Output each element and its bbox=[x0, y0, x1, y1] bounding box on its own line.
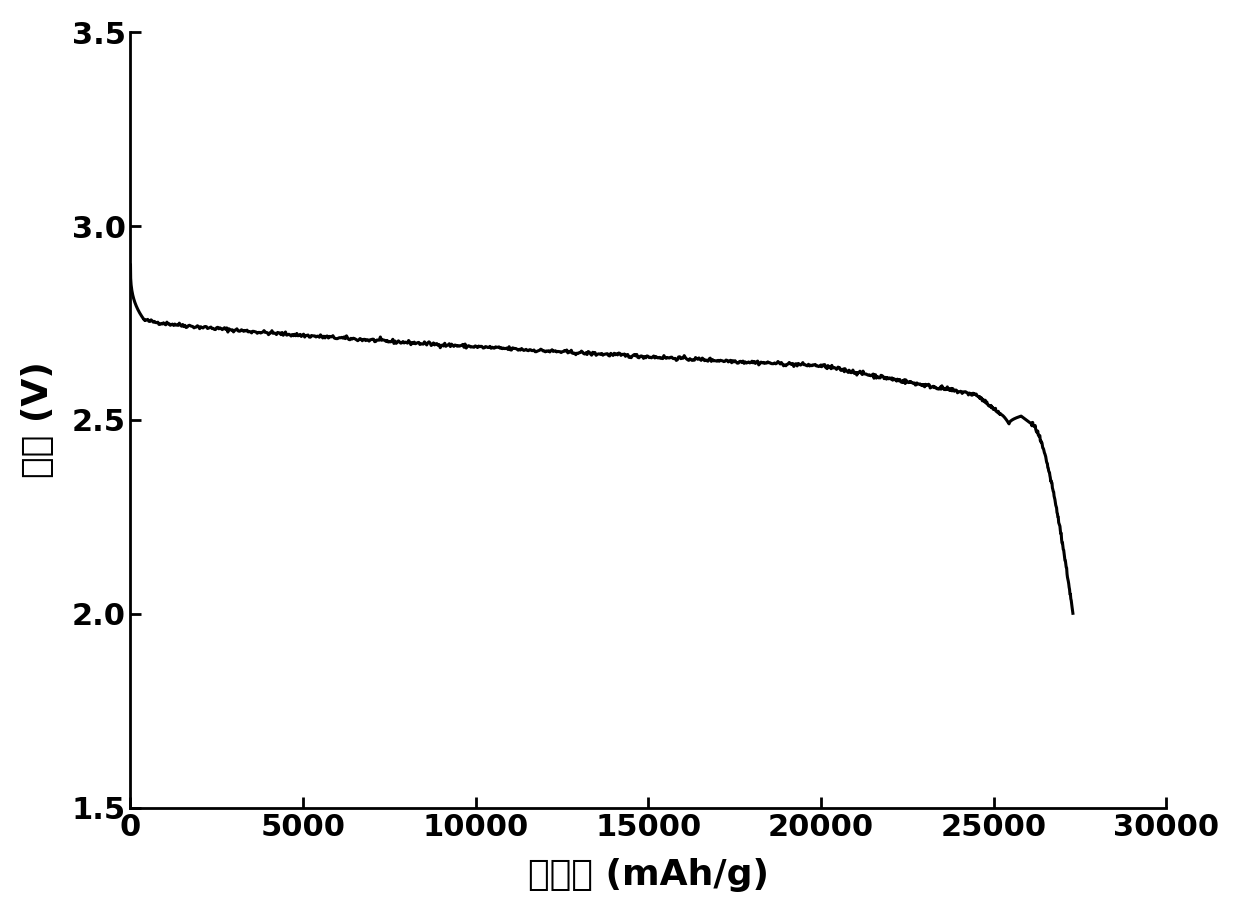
Y-axis label: 电压 (V): 电压 (V) bbox=[21, 362, 55, 478]
X-axis label: 比容量 (mAh/g): 比容量 (mAh/g) bbox=[528, 858, 769, 892]
